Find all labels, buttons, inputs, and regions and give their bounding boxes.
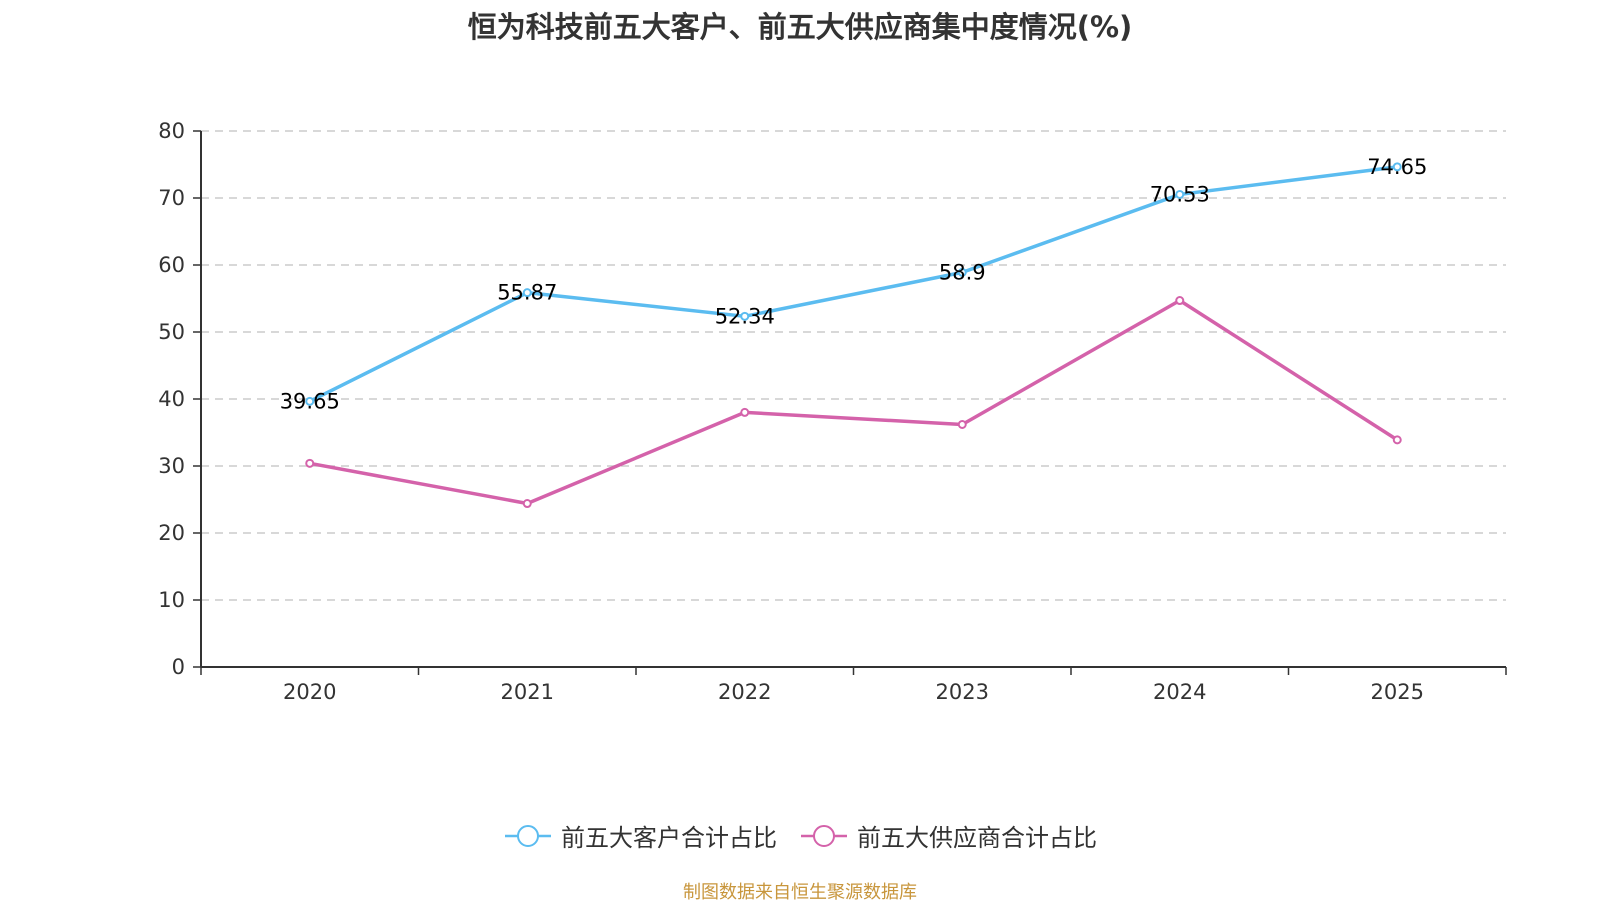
x-tick-label: 2023 <box>936 680 989 704</box>
series-1-point <box>1175 189 1185 199</box>
x-tick-label: 2021 <box>501 680 554 704</box>
y-tick-label: 0 <box>172 655 185 679</box>
data-labels: 39.65 55.87 52.34 58.9 70.53 74.65 <box>280 155 1428 414</box>
legend-line-circle-icon <box>505 824 551 847</box>
series-1-point <box>522 288 532 298</box>
series-2-point <box>740 407 750 417</box>
series <box>305 162 1402 509</box>
data-label: 55.87 <box>497 281 557 305</box>
series-1-point <box>740 311 750 321</box>
grid-lines <box>201 130 1506 601</box>
series-2-point <box>522 499 532 509</box>
series-1-point <box>957 267 967 277</box>
y-tick-label: 30 <box>158 454 185 478</box>
data-label: 52.34 <box>715 304 775 328</box>
x-tick-label: 2022 <box>718 680 771 704</box>
series-1-point <box>1392 162 1402 172</box>
y-tick-label: 50 <box>158 320 185 344</box>
legend-label: 前五大客户合计占比 <box>561 824 777 852</box>
chart-title: 恒为科技前五大客户、前五大供应商集中度情况(%) <box>467 10 1133 44</box>
y-tick-label: 70 <box>158 186 185 210</box>
legend-label: 前五大供应商合计占比 <box>857 824 1097 852</box>
legend-item-2[interactable]: 前五大供应商合计占比 <box>799 818 1097 853</box>
series-2-point <box>305 458 315 468</box>
legend-line-circle-icon <box>801 824 847 847</box>
data-label: 39.65 <box>280 389 340 413</box>
data-label: 70.53 <box>1150 182 1210 206</box>
y-tick-label: 10 <box>158 588 185 612</box>
legend-item-1[interactable]: 前五大客户合计占比 <box>503 818 777 853</box>
series-2-point <box>1392 435 1402 445</box>
x-tick-label: 2025 <box>1371 680 1424 704</box>
series-line-2 <box>309 298 1399 506</box>
data-label: 74.65 <box>1367 155 1427 179</box>
series-2-point <box>957 419 967 429</box>
data-label: 58.9 <box>939 260 986 284</box>
series-2-point <box>1175 296 1185 306</box>
legend: 前五大客户合计占比 前五大供应商合计占比 <box>0 818 1600 853</box>
y-tick-label: 60 <box>158 253 185 277</box>
x-tick-label: 2020 <box>283 680 336 704</box>
y-tick-label: 20 <box>158 521 185 545</box>
axes: 0 10 20 30 40 50 60 70 80 2020 2021 2022 2023 2024 202… <box>158 119 1507 704</box>
series-line-1 <box>308 165 1398 403</box>
y-tick-label: 80 <box>158 119 185 143</box>
series-1-point <box>305 396 315 406</box>
source-note: 制图数据来自恒生聚源数据库 <box>683 882 917 903</box>
y-tick-label: 40 <box>158 387 185 411</box>
x-tick-label: 2024 <box>1153 680 1206 704</box>
